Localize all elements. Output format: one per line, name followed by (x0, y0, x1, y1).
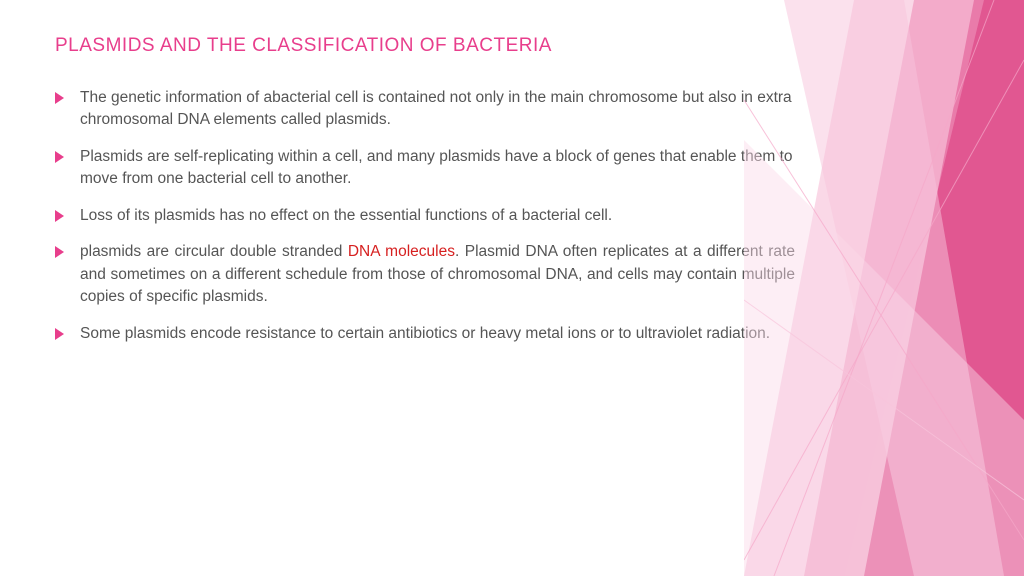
bullet-marker-icon (55, 151, 64, 163)
bullet-text: Some plasmids encode resistance to certa… (80, 323, 795, 345)
bullet-text: Plasmids are self-replicating within a c… (80, 146, 795, 191)
highlighted-term: DNA molecules (348, 243, 455, 260)
bullet-item: Plasmids are self-replicating within a c… (55, 146, 795, 191)
bullet-text: The genetic information of abacterial ce… (80, 87, 795, 132)
bullet-item: plasmids are circular double stranded DN… (55, 241, 795, 308)
bullet-text: plasmids are circular double stranded DN… (80, 241, 795, 308)
bullet-list: The genetic information of abacterial ce… (55, 87, 795, 345)
bullet-marker-icon (55, 92, 64, 104)
bullet-marker-icon (55, 328, 64, 340)
bullet-item: Some plasmids encode resistance to certa… (55, 323, 795, 345)
bullet-text: Loss of its plasmids has no effect on th… (80, 205, 795, 227)
bullet-item: The genetic information of abacterial ce… (55, 87, 795, 132)
slide-title: PLASMIDS AND THE CLASSIFICATION OF BACTE… (55, 35, 795, 57)
bullet-marker-icon (55, 210, 64, 222)
bullet-marker-icon (55, 246, 64, 258)
bullet-item: Loss of its plasmids has no effect on th… (55, 205, 795, 227)
